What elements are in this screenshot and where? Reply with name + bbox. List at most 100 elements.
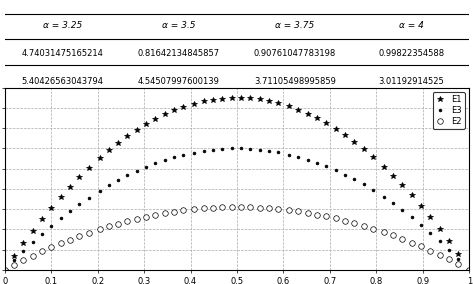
- E2: [67, 238, 73, 241]
- E3: [418, 223, 424, 226]
- Text: 3.71105498995859: 3.71105498995859: [254, 77, 336, 86]
- E1: [275, 102, 281, 105]
- Text: 0.99822354588: 0.99822354588: [378, 49, 444, 58]
- E1: [201, 100, 207, 103]
- E3: [370, 188, 376, 192]
- Legend: E1, E3, E2: E1, E3, E2: [433, 92, 465, 129]
- E2: [257, 206, 263, 209]
- E1: [409, 193, 415, 197]
- Text: α = 3.75: α = 3.75: [275, 21, 315, 30]
- E1: [370, 155, 376, 158]
- E1: [2, 268, 8, 272]
- E3: [381, 195, 387, 199]
- E1: [381, 165, 387, 168]
- E1: [67, 185, 73, 189]
- E1: [266, 99, 272, 103]
- E3: [351, 178, 357, 181]
- E1: [191, 102, 197, 105]
- E3: [437, 239, 443, 243]
- Text: 5.40426563043794: 5.40426563043794: [22, 77, 104, 86]
- E3: [153, 162, 158, 165]
- E3: [162, 158, 168, 162]
- E2: [153, 213, 158, 216]
- E2: [181, 209, 186, 212]
- E1: [219, 97, 225, 100]
- E2: [58, 241, 64, 245]
- E1: [210, 98, 216, 101]
- Line: E1: E1: [2, 95, 472, 273]
- Text: 4.74031475165214: 4.74031475165214: [22, 49, 104, 58]
- E1: [58, 195, 64, 199]
- E2: [219, 206, 225, 209]
- E3: [314, 161, 320, 164]
- E3: [428, 231, 433, 234]
- E3: [456, 257, 461, 260]
- E1: [134, 128, 140, 131]
- E1: [171, 109, 177, 112]
- E1: [48, 206, 54, 209]
- E2: [342, 219, 348, 222]
- E3: [409, 216, 415, 219]
- E2: [171, 210, 177, 213]
- E3: [390, 202, 396, 205]
- E2: [20, 258, 26, 262]
- Text: 4.54507997600139: 4.54507997600139: [138, 77, 220, 86]
- Text: α = 4: α = 4: [399, 21, 424, 30]
- E2: [76, 234, 82, 238]
- E1: [361, 147, 366, 151]
- E3: [48, 224, 54, 228]
- E3: [171, 156, 177, 159]
- E2: [409, 241, 415, 244]
- E3: [295, 155, 301, 158]
- E3: [333, 169, 338, 172]
- E1: [30, 229, 36, 233]
- Text: α = 3.25: α = 3.25: [43, 21, 82, 30]
- E2: [115, 222, 121, 225]
- E1: [125, 134, 130, 138]
- Text: 0.90761047783198: 0.90761047783198: [254, 49, 336, 58]
- E2: [466, 268, 472, 272]
- E3: [400, 208, 405, 212]
- E3: [2, 268, 8, 272]
- E1: [76, 176, 82, 179]
- E1: [342, 133, 348, 137]
- E2: [134, 217, 140, 220]
- E3: [466, 268, 472, 272]
- E1: [456, 252, 461, 256]
- E3: [342, 173, 348, 176]
- E3: [247, 147, 253, 151]
- E2: [39, 250, 45, 253]
- E2: [418, 245, 424, 248]
- E3: [181, 153, 186, 156]
- E1: [437, 227, 443, 231]
- E2: [456, 262, 461, 266]
- E3: [229, 147, 235, 150]
- E3: [125, 174, 130, 177]
- E1: [153, 117, 158, 121]
- E3: [86, 196, 91, 200]
- E2: [370, 227, 376, 230]
- E3: [257, 148, 263, 151]
- E1: [286, 105, 292, 108]
- E2: [229, 205, 235, 209]
- E1: [446, 239, 452, 243]
- E1: [257, 98, 263, 101]
- E1: [295, 108, 301, 112]
- E2: [266, 206, 272, 210]
- E2: [191, 208, 197, 211]
- E3: [97, 189, 102, 193]
- E1: [333, 127, 338, 131]
- E2: [97, 227, 102, 231]
- E3: [115, 179, 121, 182]
- E1: [106, 149, 112, 152]
- E1: [314, 116, 320, 120]
- E3: [305, 158, 310, 161]
- E2: [295, 210, 301, 213]
- E3: [76, 203, 82, 206]
- E2: [201, 207, 207, 210]
- E2: [286, 208, 292, 212]
- E2: [381, 230, 387, 234]
- E1: [466, 268, 472, 272]
- Text: 3.01192914525: 3.01192914525: [378, 77, 444, 86]
- E3: [39, 232, 45, 236]
